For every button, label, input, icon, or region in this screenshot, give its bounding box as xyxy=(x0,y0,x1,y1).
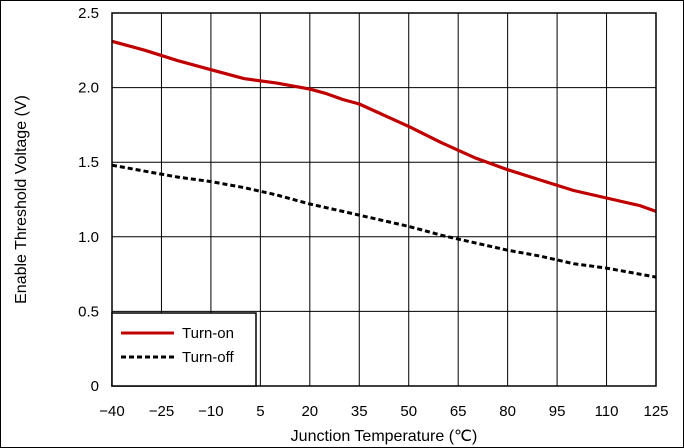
series-line-turn-on xyxy=(111,39,657,213)
x-tick-label: 80 xyxy=(499,403,516,420)
legend: Turn-on Turn-off xyxy=(111,312,257,387)
x-tick-label: 5 xyxy=(256,403,264,420)
y-tick-label: 2.0 xyxy=(78,80,99,97)
x-tick-label: 20 xyxy=(301,403,318,420)
x-tick-label: 95 xyxy=(549,403,566,420)
legend-label-turn-off: Turn-off xyxy=(182,349,235,366)
series-lines xyxy=(111,39,657,279)
y-tick-label: 2.5 xyxy=(78,5,99,22)
y-tick-label: 1.5 xyxy=(78,154,99,171)
x-tick-label: 125 xyxy=(643,403,668,420)
x-tick-label: 110 xyxy=(595,403,619,420)
x-tick-label: 50 xyxy=(400,403,417,420)
x-tick-label: −25 xyxy=(149,403,174,420)
legend-label-turn-on: Turn-on xyxy=(182,325,234,342)
legend-box xyxy=(111,312,257,387)
y-tick-label: 0.5 xyxy=(78,303,99,320)
x-tick-label: 35 xyxy=(351,403,368,420)
y-tick-label: 1.0 xyxy=(78,229,99,246)
y-tick-label: 0 xyxy=(91,378,99,395)
x-tick-labels: −40 −25 −10 5 20 35 50 65 80 95 110 125 xyxy=(99,403,668,420)
y-axis-title: Enable Threshold Voltage (V) xyxy=(13,95,30,304)
x-tick-label: −40 xyxy=(99,403,124,420)
x-tick-label: −10 xyxy=(198,403,223,420)
plot-area-border xyxy=(111,12,657,387)
y-tick-labels: 0 0.5 1.0 1.5 2.0 2.5 xyxy=(78,5,99,395)
x-tick-label: 65 xyxy=(450,403,467,420)
x-axis-title: Junction Temperature (℃) xyxy=(291,428,478,445)
series-line-turn-off xyxy=(111,163,657,279)
